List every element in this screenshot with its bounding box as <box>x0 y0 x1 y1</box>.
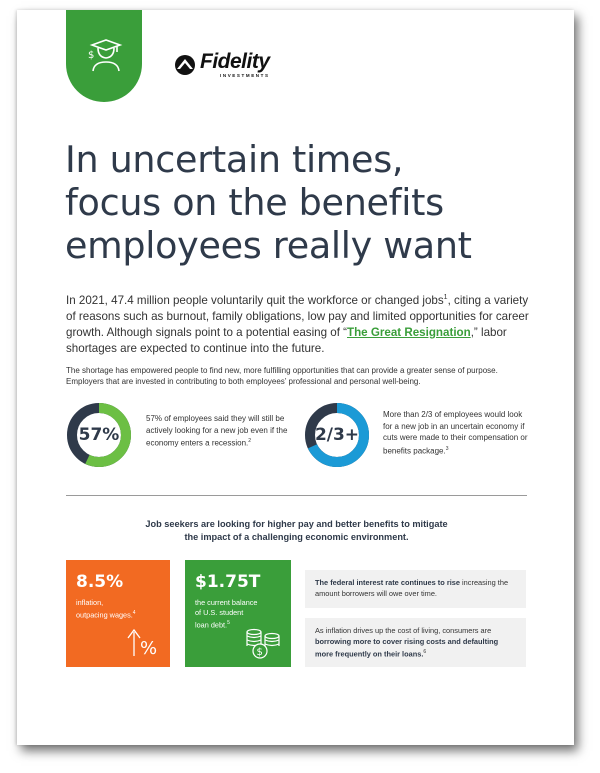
student-debt-caption: the current balance of U.S. student loan… <box>195 598 257 630</box>
intro-text: In 2021, 47.4 million people voluntarily… <box>66 293 444 307</box>
note-text: increasing the amount borrowers will owe… <box>315 578 509 598</box>
title-line-3: employees really want <box>65 224 472 267</box>
stat-donut-two-thirds: 2/3+ <box>304 402 370 468</box>
donut-label: 2/3+ <box>314 425 360 445</box>
footnote-ref: 1 <box>443 294 448 301</box>
stat-text-two-thirds: More than 2/3 of employees would look fo… <box>383 409 533 457</box>
svg-text:$: $ <box>88 50 94 61</box>
headline-line-2: the impact of a challenging economic env… <box>184 532 409 542</box>
inflation-caption: inflation, outpacing wages.4 <box>76 598 136 620</box>
donut-chart <box>67 403 131 467</box>
context-note: The shortage has empowered people to fin… <box>66 366 498 386</box>
note-bold: The federal interest rate continues to r… <box>315 578 460 587</box>
borrowing-note: As inflation drives up the cost of livin… <box>305 618 526 667</box>
footnote-ref: 6 <box>423 649 427 655</box>
fidelity-pyramid-icon <box>175 55 195 75</box>
page-title: In uncertain times, focus on the benefit… <box>65 138 535 267</box>
inflation-box: 8.5% inflation, outpacing wages.4 % <box>66 560 170 667</box>
footnote-ref: 5 <box>227 620 230 626</box>
graduate-dollar-icon: $ <box>88 39 123 72</box>
stat-description: More than 2/3 of employees would look fo… <box>383 410 528 456</box>
donut-arc <box>305 403 369 467</box>
svg-text:%: % <box>140 638 157 658</box>
caption-line: the current balance <box>195 598 258 607</box>
stat-donut-57: 57% <box>66 402 132 468</box>
header-tab: $ <box>66 10 142 102</box>
title-line-1: In uncertain times, <box>65 138 404 181</box>
intro-paragraph: In 2021, 47.4 million people voluntarily… <box>66 290 534 357</box>
stat-description: 57% of employees said they will still be… <box>146 414 288 448</box>
logo-subtitle: INVESTMENTS <box>220 73 270 78</box>
footnote-ref: 2 <box>248 438 252 444</box>
caption-line: outpacing wages. <box>76 610 133 620</box>
fidelity-logo: Fidelity INVESTMENTS <box>174 50 270 78</box>
footnote-ref: 4 <box>132 610 136 616</box>
intro-text: , citing a variety of reasons such as bu… <box>66 293 529 339</box>
donut-chart <box>305 403 369 467</box>
logo-word: Fidelity <box>200 50 270 73</box>
title-line-2: focus on the benefits <box>65 181 444 224</box>
section-headline: Job seekers are looking for higher pay a… <box>66 518 527 544</box>
footnote-ref: 3 <box>445 445 449 452</box>
section-divider <box>66 495 527 496</box>
student-debt-box: $1.75T the current balance of U.S. stude… <box>185 560 291 667</box>
caption-line: of U.S. student <box>195 608 244 617</box>
note-bold: borrowing more to cover rising costs and… <box>315 636 499 659</box>
inflation-value: 8.5% <box>76 572 124 592</box>
great-resignation-link[interactable]: The Great Resignation <box>347 325 471 339</box>
percent-up-arrow-icon: % <box>127 628 157 658</box>
coin-stacks-icon: $ <box>246 628 280 659</box>
headline-line-1: Job seekers are looking for higher pay a… <box>145 519 448 529</box>
caption-line: inflation, <box>76 598 104 607</box>
intro-text: ,” labor shortages are expected to conti… <box>66 325 507 355</box>
svg-text:$: $ <box>257 647 263 658</box>
donut-arc <box>67 403 131 467</box>
student-debt-value: $1.75T <box>195 572 261 592</box>
interest-rate-note: The federal interest rate continues to r… <box>305 570 526 608</box>
donut-label: 57% <box>78 425 120 445</box>
caption-line: loan debt. <box>195 620 228 630</box>
infographic-page: $ Fidelity INVESTMENTS In uncertain time… <box>17 10 574 745</box>
stat-text-57: 57% of employees said they will still be… <box>146 413 296 449</box>
note-text: As inflation drives up the cost of livin… <box>315 626 492 635</box>
